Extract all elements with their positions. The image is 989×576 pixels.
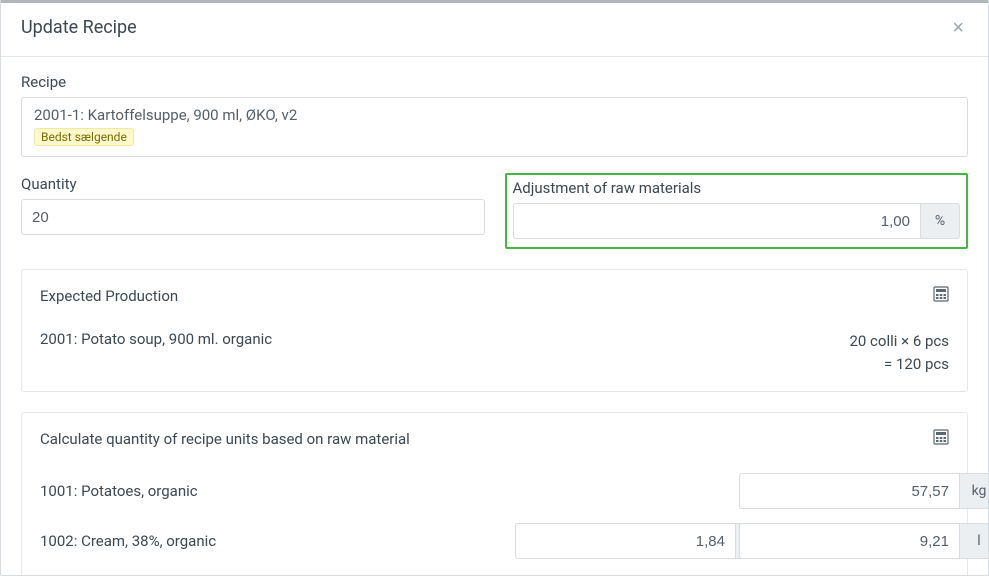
quantity-adjustment-row: Quantity Adjustment of raw materials % — [21, 175, 968, 249]
quantity-input[interactable] — [21, 199, 485, 235]
material-primary-unit: kg — [959, 473, 989, 509]
expected-title: Expected Production — [40, 287, 178, 305]
modal-title: Update Recipe — [21, 17, 137, 38]
material-secondary-input[interactable] — [515, 523, 735, 559]
material-label: 1001: Potatoes, organic — [40, 482, 501, 500]
material-primary-input[interactable] — [739, 473, 959, 509]
adjustment-input[interactable] — [513, 203, 921, 239]
expected-math: 20 colli × 6 pcs = 120 pcs — [849, 330, 949, 375]
material-primary-group: l — [739, 523, 949, 559]
adjustment-highlight: Adjustment of raw materials % — [505, 173, 969, 249]
material-secondary-group: x 5 l — [515, 523, 725, 559]
adjustment-label: Adjustment of raw materials — [513, 179, 961, 197]
calculator-icon[interactable] — [933, 429, 949, 449]
expected-line1: 20 colli × 6 pcs — [849, 330, 949, 353]
calc-card: Calculate quantity of recipe units based… — [21, 412, 968, 575]
recipe-select[interactable]: 2001-1: Kartoffelsuppe, 900 ml, ØKO, v2 … — [21, 97, 968, 157]
modal-header: Update Recipe × — [1, 3, 988, 57]
material-label: 1002: Cream, 38%, organic — [40, 532, 501, 550]
quantity-label: Quantity — [21, 175, 485, 193]
calc-title: Calculate quantity of recipe units based… — [40, 430, 410, 448]
close-icon: × — [952, 17, 964, 39]
adjustment-unit: % — [920, 203, 960, 239]
expected-line2: = 120 pcs — [849, 353, 949, 376]
recipe-label: Recipe — [21, 73, 968, 91]
calc-card-header: Calculate quantity of recipe units based… — [40, 429, 949, 449]
adjustment-col: Adjustment of raw materials % — [505, 175, 969, 249]
update-recipe-modal: Update Recipe × Recipe 2001-1: Kartoffel… — [0, 0, 989, 576]
expected-product: 2001: Potato soup, 900 ml. organic — [40, 330, 272, 348]
close-button[interactable]: × — [948, 18, 968, 38]
expected-card-header: Expected Production — [40, 286, 949, 306]
material-primary-unit: l — [959, 523, 989, 559]
recipe-badge: Bedst sælgende — [34, 128, 134, 146]
material-primary-group: kg — [739, 473, 949, 509]
adjustment-input-group: % — [513, 203, 961, 239]
materials-grid: 1001: Potatoes, organic kg 1002: Cream, … — [40, 473, 949, 559]
recipe-value: 2001-1: Kartoffelsuppe, 900 ml, ØKO, v2 — [34, 106, 955, 124]
quantity-col: Quantity — [21, 175, 485, 235]
material-primary-input[interactable] — [739, 523, 959, 559]
modal-body: Recipe 2001-1: Kartoffelsuppe, 900 ml, Ø… — [1, 57, 988, 575]
expected-row: 2001: Potato soup, 900 ml. organic 20 co… — [40, 330, 949, 375]
calculator-icon[interactable] — [933, 286, 949, 306]
expected-production-card: Expected Production 2001: Potato s — [21, 269, 968, 392]
